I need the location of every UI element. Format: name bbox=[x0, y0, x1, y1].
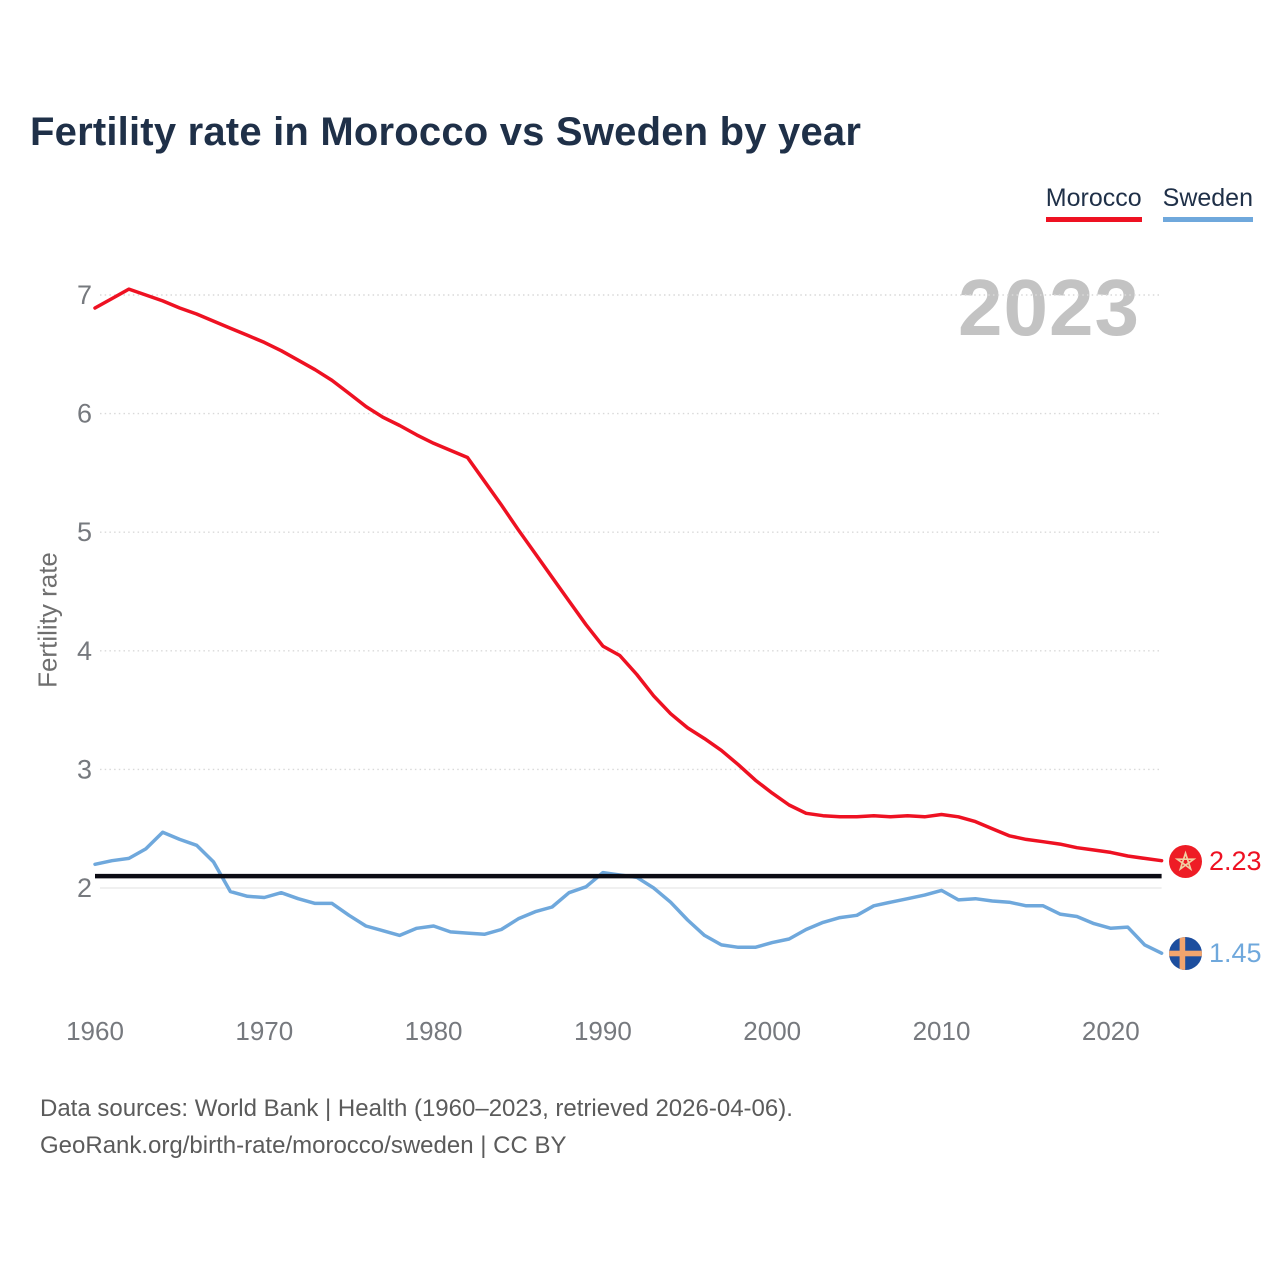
end-value-morocco: 2.23 bbox=[1209, 846, 1262, 876]
end-label-morocco: 2.23 bbox=[1169, 845, 1262, 878]
y-tick-label-2: 2 bbox=[77, 873, 92, 903]
y-tick-label-4: 4 bbox=[77, 636, 92, 666]
morocco-flag-icon bbox=[1169, 845, 1202, 878]
chart-title: Fertility rate in Morocco vs Sweden by y… bbox=[30, 110, 862, 154]
end-label-sweden: 1.45 bbox=[1169, 937, 1262, 970]
y-tick-label-5: 5 bbox=[77, 517, 92, 547]
y-tick-label-7: 7 bbox=[77, 280, 92, 310]
x-tick-label-2010: 2010 bbox=[913, 1016, 971, 1046]
x-tick-label-1970: 1970 bbox=[235, 1016, 293, 1046]
legend-label-sweden: Sweden bbox=[1162, 184, 1253, 212]
legend-label-morocco: Morocco bbox=[1045, 184, 1142, 212]
y-tick-label-6: 6 bbox=[77, 399, 92, 429]
source-line-1: Data sources: World Bank | Health (1960–… bbox=[40, 1095, 793, 1122]
year-watermark: 2023 bbox=[958, 263, 1140, 352]
legend: Morocco Sweden bbox=[1045, 184, 1253, 222]
series-line-sweden[interactable] bbox=[93, 830, 1164, 955]
legend-item-morocco[interactable]: Morocco bbox=[1045, 184, 1142, 222]
legend-item-sweden[interactable]: Sweden bbox=[1162, 184, 1253, 222]
x-tick-label-1980: 1980 bbox=[405, 1016, 463, 1046]
x-tick-label-1960: 1960 bbox=[66, 1016, 124, 1046]
x-tick-label-2020: 2020 bbox=[1082, 1016, 1140, 1046]
sweden-flag-icon bbox=[1169, 937, 1202, 970]
source-line-2: GeoRank.org/birth-rate/morocco/sweden | … bbox=[40, 1132, 567, 1159]
legend-swatch-morocco bbox=[1045, 217, 1142, 222]
end-value-sweden: 1.45 bbox=[1209, 938, 1262, 968]
y-tick-label-3: 3 bbox=[77, 754, 92, 784]
series-line-morocco[interactable] bbox=[93, 287, 1164, 863]
x-tick-label-1990: 1990 bbox=[574, 1016, 632, 1046]
legend-swatch-sweden bbox=[1162, 217, 1253, 222]
source-attribution: Data sources: World Bank | Health (1960–… bbox=[40, 1090, 793, 1164]
x-tick-label-2000: 2000 bbox=[743, 1016, 801, 1046]
